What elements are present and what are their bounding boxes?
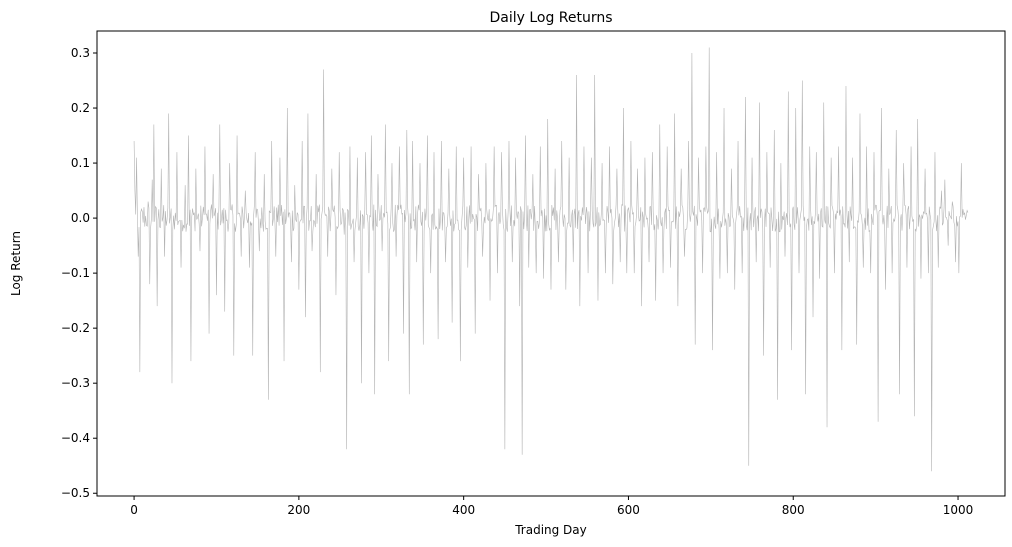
y-tick-label: 0.1 <box>71 156 90 170</box>
plot-area <box>133 47 969 472</box>
x-axis-label: Trading Day <box>514 523 587 537</box>
y-tick-label: 0.3 <box>71 46 90 60</box>
y-tick-label: −0.1 <box>61 266 90 280</box>
y-tick-label: −0.4 <box>61 431 90 445</box>
chart-title: Daily Log Returns <box>489 10 612 26</box>
x-tick-label: 400 <box>452 503 475 517</box>
y-tick-label: 0.0 <box>71 211 90 225</box>
axes-frame <box>96 30 1006 497</box>
y-tick-label: −0.2 <box>61 321 90 335</box>
y-axis: −0.5 −0.4 −0.3 −0.2 −0.1 0.0 0.1 0.2 0.3 <box>61 46 97 500</box>
series-line <box>133 47 969 472</box>
x-tick-label: 1000 <box>943 503 974 517</box>
y-tick-label: −0.5 <box>61 486 90 500</box>
x-tick-label: 800 <box>782 503 805 517</box>
x-tick-label: 200 <box>287 503 310 517</box>
y-axis-label: Log Return <box>9 231 23 296</box>
x-axis: 0 200 400 600 800 1000 <box>130 496 973 517</box>
y-tick-label: 0.2 <box>71 101 90 115</box>
y-tick-label: −0.3 <box>61 376 90 390</box>
x-tick-label: 0 <box>130 503 138 517</box>
x-tick-label: 600 <box>617 503 640 517</box>
